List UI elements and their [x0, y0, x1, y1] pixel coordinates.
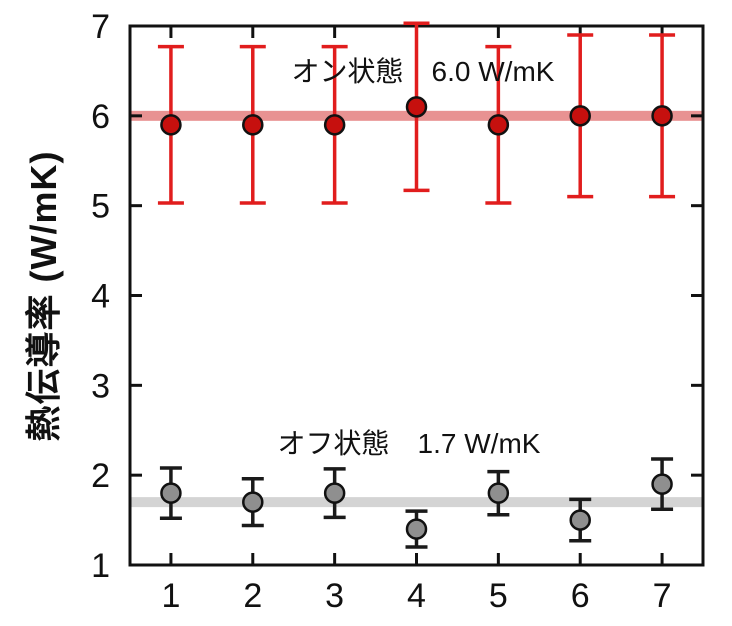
x-tick-label: 1: [161, 577, 180, 615]
x-tick-label: 4: [407, 577, 426, 615]
off-state-point: [487, 482, 510, 504]
x-tick-label: 2: [243, 577, 262, 615]
y-tick-label: 6: [91, 98, 110, 136]
on-state-point: [487, 114, 510, 136]
off-state-point: [405, 518, 428, 540]
y-axis-title: 熱伝導率 (W/mK): [23, 150, 64, 442]
on-state-point: [569, 105, 591, 127]
on-state-annotation: オン状態 6.0 W/mK: [291, 56, 555, 87]
off-state-point: [569, 509, 591, 531]
y-tick-label: 4: [91, 278, 110, 316]
y-tick-label: 2: [91, 457, 110, 495]
off-state-point: [651, 473, 673, 495]
x-tick-label: 5: [489, 577, 508, 615]
on-state-point: [242, 114, 264, 136]
off-state-point: [242, 491, 264, 513]
on-state-point: [160, 114, 182, 136]
y-tick-label: 3: [91, 367, 110, 405]
y-tick-label: 7: [91, 8, 110, 46]
off-state-mean-band: [130, 497, 703, 508]
x-tick-label: 7: [653, 577, 672, 615]
x-tick-label: 3: [325, 577, 344, 615]
on-state-point: [323, 114, 346, 136]
off-state-annotation: オフ状態 1.7 W/mK: [277, 428, 541, 459]
on-state-point: [405, 96, 428, 118]
y-tick-label: 5: [91, 188, 110, 226]
on-state-point: [651, 105, 673, 127]
off-state-point: [160, 482, 182, 504]
off-state-point: [323, 482, 346, 504]
y-tick-label: 1: [91, 547, 110, 585]
x-tick-label: 6: [571, 577, 590, 615]
